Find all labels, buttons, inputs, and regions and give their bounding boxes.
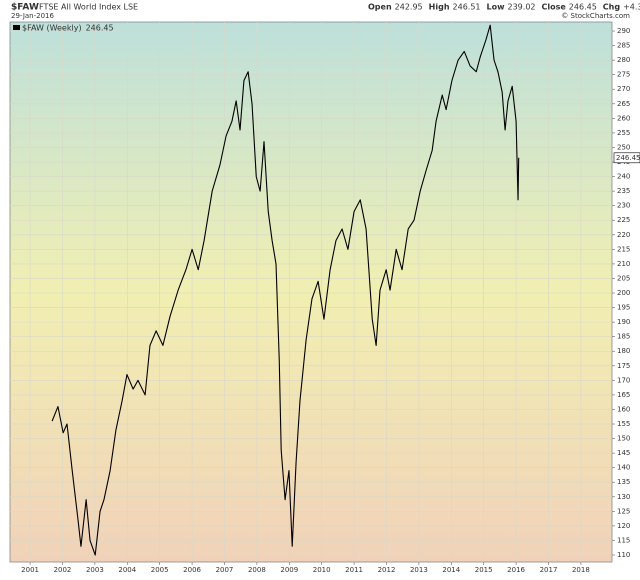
quote-label: Close — [542, 3, 567, 12]
y-tick-label: 145 — [617, 449, 630, 457]
y-tick-label: 195 — [617, 304, 630, 312]
y-tick-label: 115 — [617, 536, 630, 544]
y-tick-label: 160 — [617, 405, 630, 413]
date: 29-Jan-2016 — [11, 12, 55, 20]
quote-label: Open — [368, 3, 392, 12]
quote-label: Low — [487, 3, 506, 12]
x-tick-label: 2008 — [248, 566, 266, 574]
y-tick-label: 215 — [617, 245, 630, 253]
y-tick-label: 205 — [617, 274, 630, 282]
x-tick-label: 2011 — [345, 566, 363, 574]
quote-value: 246.45 — [569, 3, 597, 12]
quote-value: 239.02 — [508, 3, 536, 12]
y-tick-label: 275 — [617, 71, 630, 79]
x-tick-label: 2002 — [54, 566, 72, 574]
y-tick-label: 235 — [617, 187, 630, 195]
x-tick-label: 2018 — [572, 566, 590, 574]
x-tick-label: 2004 — [118, 566, 136, 574]
y-tick-label: 180 — [617, 347, 630, 355]
y-tick-label: 140 — [617, 464, 630, 472]
x-tick-label: 2009 — [280, 566, 298, 574]
y-tick-label: 270 — [617, 85, 630, 93]
x-tick-label: 2001 — [21, 566, 39, 574]
y-tick-label: 225 — [617, 216, 630, 224]
y-tick-label: 130 — [617, 493, 630, 501]
x-tick-label: 2003 — [86, 566, 104, 574]
y-tick-label: 250 — [617, 143, 630, 151]
y-tick-label: 255 — [617, 129, 630, 137]
price-tag-label: 246.45 — [616, 154, 640, 162]
legend-swatch — [13, 25, 20, 30]
y-tick-label: 135 — [617, 478, 630, 486]
quote-value: 242.95 — [395, 3, 423, 12]
x-tick-label: 2013 — [410, 566, 428, 574]
y-tick-label: 240 — [617, 173, 630, 181]
x-tick-label: 2012 — [378, 566, 396, 574]
index-name: FTSE All World Index LSE — [39, 3, 138, 12]
y-tick-label: 170 — [617, 376, 630, 384]
x-tick-label: 2016 — [507, 566, 525, 574]
header: $FAW FTSE All World Index LSE 29-Jan-201… — [11, 3, 630, 21]
quote-label: High — [429, 3, 450, 12]
x-tick-label: 2015 — [475, 566, 493, 574]
y-tick-label: 220 — [617, 231, 630, 239]
y-tick-label: 155 — [617, 420, 630, 428]
x-tick-label: 2007 — [216, 566, 234, 574]
y-tick-label: 165 — [617, 391, 630, 399]
y-tick-label: 230 — [617, 202, 630, 210]
quote-label: Chg — [603, 3, 621, 12]
y-tick-label: 210 — [617, 260, 630, 268]
y-tick-label: 200 — [617, 289, 630, 297]
credit: © StockCharts.com — [561, 12, 630, 20]
y-tick-label: 290 — [617, 27, 630, 35]
y-tick-label: 265 — [617, 100, 630, 108]
legend-value: 246.45 — [86, 24, 114, 33]
plot-area — [9, 21, 613, 563]
y-tick-label: 150 — [617, 435, 630, 443]
y-tick-label: 285 — [617, 42, 630, 50]
y-tick-label: 175 — [617, 362, 630, 370]
price-line — [51, 24, 520, 556]
y-tick-label: 190 — [617, 318, 630, 326]
y-tick-label: 185 — [617, 333, 630, 341]
x-tick-label: 2014 — [442, 566, 460, 574]
x-tick-label: 2010 — [313, 566, 331, 574]
x-tick-label: 2005 — [151, 566, 169, 574]
y-tick-label: 260 — [617, 114, 630, 122]
y-tick-label: 125 — [617, 507, 630, 515]
y-tick-label: 280 — [617, 56, 630, 64]
quote-value: +4.33 (+1.79%) — [623, 3, 640, 12]
price-tag — [613, 152, 640, 164]
x-tick-label: 2006 — [183, 566, 201, 574]
quote-value: 246.51 — [453, 3, 481, 12]
symbol: $FAW — [11, 3, 39, 13]
x-tick-label: 2017 — [540, 566, 558, 574]
y-tick-label: 110 — [617, 551, 630, 559]
legend-label: $FAW (Weekly) — [22, 24, 82, 33]
y-tick-label: 120 — [617, 522, 630, 530]
